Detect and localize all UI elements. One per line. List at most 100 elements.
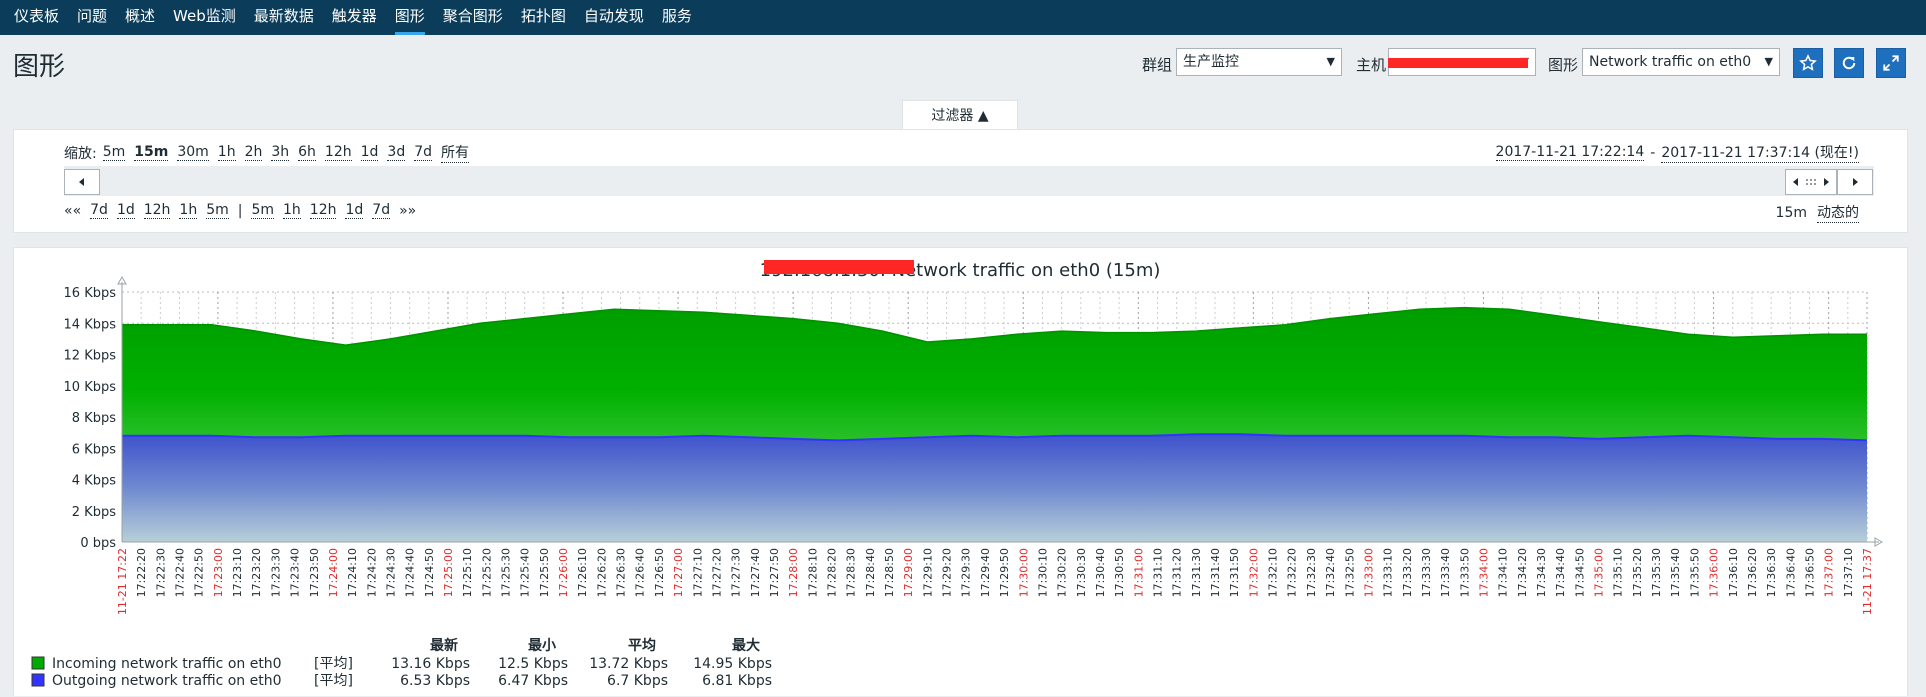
- refresh-button[interactable]: [1834, 48, 1864, 78]
- x-tick-label: 17:25:20: [480, 548, 493, 597]
- x-tick-label: 17:27:40: [749, 548, 762, 597]
- title-redaction: [764, 260, 914, 274]
- chevron-down-icon: ▼: [1764, 55, 1773, 68]
- x-tick-label: 17:31:00: [1132, 548, 1145, 597]
- x-tick-label: 17:35:20: [1631, 548, 1644, 597]
- y-tick-label: 10 Kbps: [64, 380, 117, 395]
- period-start[interactable]: 2017-11-21 17:22:14: [1495, 144, 1645, 161]
- timeline-scrollbar[interactable]: [64, 166, 1874, 196]
- nav-item-7[interactable]: 聚合图形: [442, 7, 503, 25]
- forward-step-3[interactable]: 1d: [345, 202, 364, 219]
- x-tick-label: 17:27:50: [768, 548, 781, 597]
- x-tick-label: 17:26:50: [653, 548, 666, 597]
- jump-forward-end[interactable]: »»: [399, 202, 417, 219]
- zoom-option-6[interactable]: 6h: [298, 144, 316, 161]
- period-end[interactable]: 2017-11-21 17:37:14 (现在!): [1661, 142, 1859, 163]
- back-step-2[interactable]: 12h: [143, 202, 171, 219]
- timeline-left-button[interactable]: [64, 169, 100, 195]
- dynamic-toggle[interactable]: 动态的: [1817, 202, 1859, 223]
- x-tick-label: 17:31:20: [1171, 548, 1184, 597]
- zoom-option-9[interactable]: 3d: [387, 144, 406, 161]
- favorite-button[interactable]: [1793, 48, 1823, 78]
- top-navigation: 仪表板 问题 概述 Web监测 最新数据 触发器 图形 聚合图形 拓扑图 自动发现 服务: [0, 0, 1926, 35]
- x-tick-label: 17:31:40: [1209, 548, 1222, 597]
- nav-item-10[interactable]: 服务: [661, 7, 692, 25]
- zoom-option-7[interactable]: 12h: [324, 144, 352, 161]
- chevron-down-icon: ▼: [1326, 55, 1335, 68]
- x-tick-label: 17:36:20: [1746, 548, 1759, 597]
- zoom-option-11[interactable]: 所有: [441, 142, 469, 163]
- back-step-1[interactable]: 1d: [116, 202, 135, 219]
- nav-item-6[interactable]: 图形: [394, 0, 425, 35]
- x-tick-label: 17:28:40: [864, 548, 877, 597]
- fullscreen-button[interactable]: [1876, 48, 1906, 78]
- network-traffic-chart[interactable]: 16 Kbps 14 Kbps 12 Kbps 10 Kbps 8 Kbps 6 Kbps…: [14, 248, 1907, 697]
- x-tick-label: 17:28:30: [845, 548, 858, 597]
- graph-select[interactable]: Network traffic on eth0 ▼: [1582, 48, 1780, 76]
- drag-handle-icon: [1793, 178, 1829, 186]
- x-tick-label: 17:27:00: [672, 548, 685, 597]
- nav-item-0[interactable]: 仪表板: [14, 7, 60, 25]
- x-tick-label: 17:34:40: [1554, 548, 1567, 597]
- x-tick-label: 17:30:00: [1017, 548, 1030, 597]
- y-axis-arrow: [117, 275, 127, 285]
- page-title: 图形: [13, 52, 66, 82]
- nav-item-8[interactable]: 拓扑图: [520, 7, 566, 25]
- timeline-right-button[interactable]: [1837, 169, 1873, 195]
- x-tick-label: 17:33:30: [1420, 548, 1433, 597]
- x-tick-label: 17:24:00: [327, 548, 340, 597]
- zoom-option-8[interactable]: 1d: [360, 144, 379, 161]
- legend-value-min: 6.47 Kbps: [498, 673, 568, 689]
- zoom-label: 缩放:: [64, 145, 97, 162]
- x-tick-label: 17:37:00: [1823, 548, 1836, 597]
- zoom-option-0[interactable]: 5m: [102, 144, 126, 161]
- graph-panel: 16 Kbps 14 Kbps 12 Kbps 10 Kbps 8 Kbps 6 Kbps…: [13, 247, 1908, 696]
- zoom-option-4[interactable]: 2h: [244, 144, 263, 161]
- y-tick-label: 4 Kbps: [72, 474, 116, 489]
- x-tick-label: 17:28:00: [787, 548, 800, 597]
- group-select[interactable]: 生产监控 ▼: [1176, 48, 1342, 76]
- incoming-traffic-line: [122, 306, 1867, 346]
- x-axis-labels: 11-21 17:22 17:22:20 17:22:30 17:22:40 17:22…: [116, 548, 1874, 615]
- nav-item-9[interactable]: 自动发现: [583, 7, 644, 25]
- x-tick-label: 17:29:30: [960, 548, 973, 597]
- nav-item-5[interactable]: 触发器: [331, 7, 377, 25]
- legend-series-type: [平均]: [314, 673, 353, 689]
- nav-item-4[interactable]: 最新数据: [253, 7, 314, 25]
- graph-select-value: Network traffic on eth0: [1589, 54, 1752, 70]
- chart-legend: 最新 最小 平均 最大 Incoming network traffic on eth0…: [31, 637, 772, 689]
- zoom-option-2[interactable]: 30m: [177, 144, 209, 161]
- x-tick-label: 17:32:00: [1247, 548, 1260, 597]
- star-icon: [1799, 54, 1817, 71]
- forward-step-1[interactable]: 1h: [283, 202, 301, 219]
- forward-step-2[interactable]: 12h: [309, 202, 337, 219]
- x-tick-label: 17:33:50: [1458, 548, 1471, 597]
- timeline-handle[interactable]: [1785, 169, 1837, 195]
- y-tick-label: 6 Kbps: [72, 442, 116, 457]
- x-tick-label: 17:26:40: [634, 548, 647, 597]
- nav-item-1[interactable]: 问题: [77, 7, 108, 25]
- jump-back-start[interactable]: ««: [64, 202, 82, 219]
- back-step-0[interactable]: 7d: [90, 202, 108, 219]
- x-tick-label: 17:25:10: [461, 548, 474, 597]
- nav-item-3[interactable]: Web监测: [173, 7, 236, 25]
- caret-left-icon: [79, 178, 84, 186]
- x-tick-label: 17:30:30: [1075, 548, 1088, 597]
- refresh-icon: [1842, 56, 1856, 70]
- legend-value-max: 14.95 Kbps: [693, 656, 772, 672]
- zoom-option-3[interactable]: 1h: [217, 144, 236, 161]
- x-tick-label: 17:22:40: [174, 548, 187, 597]
- back-step-4[interactable]: 5m: [206, 202, 229, 219]
- zoom-option-5[interactable]: 3h: [271, 144, 290, 161]
- nav-item-2[interactable]: 概述: [125, 7, 156, 25]
- x-tick-label: 17:31:50: [1228, 548, 1241, 597]
- x-tick-label: 17:34:10: [1497, 548, 1510, 597]
- nav-divider: |: [237, 202, 243, 219]
- x-tick-label: 17:27:10: [691, 548, 704, 597]
- forward-step-0[interactable]: 5m: [251, 202, 275, 219]
- zoom-option-10[interactable]: 7d: [414, 144, 432, 161]
- forward-step-4[interactable]: 7d: [372, 202, 391, 219]
- zoom-option-1[interactable]: 15m: [134, 144, 169, 161]
- back-step-3[interactable]: 1h: [179, 202, 198, 219]
- filter-toggle-tab[interactable]: 过滤器 ▲: [902, 100, 1018, 130]
